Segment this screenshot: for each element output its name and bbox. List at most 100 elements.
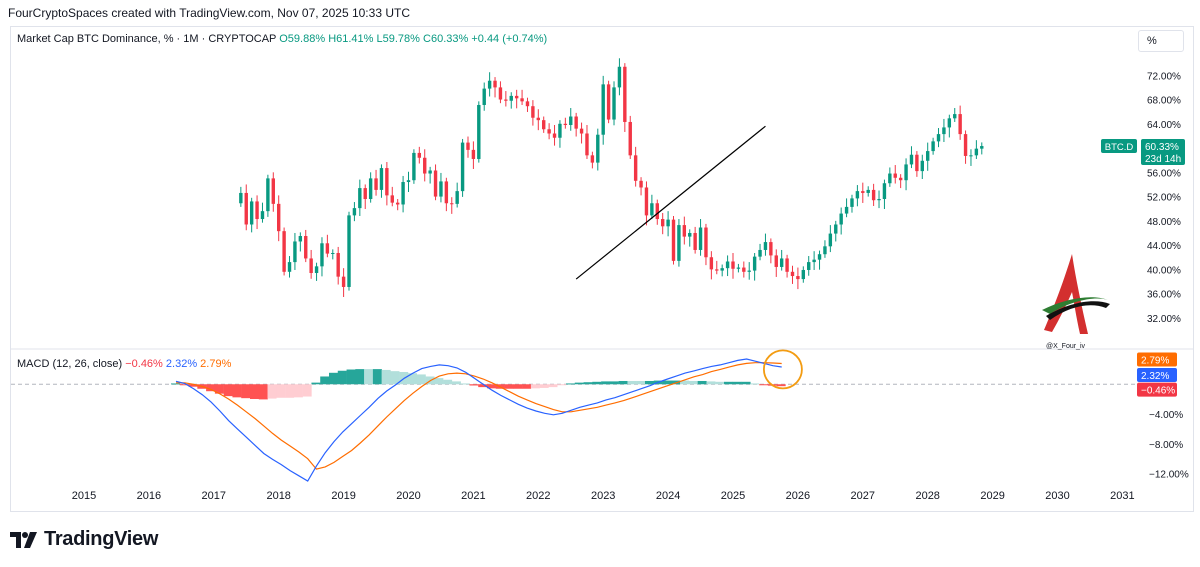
macd-histogram-bar: [451, 381, 461, 385]
candle-body: [715, 269, 719, 271]
candle-body: [660, 219, 665, 227]
macd-histogram-bar: [609, 381, 619, 385]
candle-body: [752, 256, 757, 271]
macd-histogram-bar: [293, 384, 303, 398]
candle-body: [650, 203, 654, 216]
macd-histogram-bar: [302, 384, 312, 397]
macd-histogram-bar: [539, 384, 549, 388]
candle-body: [569, 116, 573, 126]
macd-histogram-bar: [548, 384, 558, 388]
macd-axis-tick: −4.00%: [1149, 410, 1183, 421]
macd-histogram-bar: [434, 378, 444, 385]
candle-body: [844, 206, 849, 214]
candle-body: [271, 178, 275, 204]
candle-body: [774, 255, 778, 267]
price-axis-tick: 64.00%: [1147, 120, 1181, 131]
candle-body: [395, 202, 400, 205]
date-axis-tick: 2016: [137, 490, 161, 502]
macd-histogram-bar: [706, 381, 716, 385]
candle-body: [698, 227, 703, 250]
candle-body: [466, 142, 470, 150]
candle-body: [931, 141, 935, 152]
candle-body: [969, 155, 973, 157]
candle-body: [877, 199, 881, 201]
candle-body: [514, 95, 519, 99]
watermark-a-shape: [1044, 254, 1088, 334]
macd-histogram-bar: [627, 380, 637, 385]
date-axis-tick: 2023: [591, 490, 615, 502]
candle-body: [796, 276, 800, 280]
macd-legend-name[interactable]: MACD (12, 26, close): [17, 358, 123, 370]
unit-button[interactable]: %: [1138, 30, 1184, 52]
candle-body: [904, 164, 908, 181]
tradingview-brand: TradingView: [44, 528, 159, 550]
candle-body: [888, 173, 892, 184]
chart-canvas[interactable]: 72.00%68.00%64.00%60.00%56.00%52.00%48.0…: [11, 27, 1193, 511]
candle-body: [747, 270, 751, 272]
price-axis-tick: 40.00%: [1147, 265, 1181, 276]
watermark-swoosh-dark: [1046, 301, 1110, 320]
price-axis-tick: 52.00%: [1147, 193, 1181, 204]
date-axis-tick: 2024: [656, 490, 680, 502]
candle-body: [839, 213, 843, 225]
candle-body: [406, 180, 411, 183]
candle-body: [909, 154, 914, 165]
candle-body: [347, 215, 351, 287]
candle-body: [731, 261, 735, 269]
watermark-swoosh: [1042, 297, 1108, 314]
macd-histogram-bar: [311, 382, 321, 385]
candle-body: [287, 262, 292, 272]
candle-body: [325, 243, 330, 254]
candle-body: [558, 123, 562, 138]
tradingview-logo[interactable]: TradingView: [10, 528, 158, 551]
macd-histogram-bar: [513, 384, 523, 389]
candle-body: [314, 266, 319, 274]
candle-body: [812, 259, 816, 263]
candle-body: [401, 182, 405, 205]
candle-body: [412, 152, 416, 181]
candle-body: [536, 117, 540, 121]
candle-body: [482, 88, 486, 105]
macd-histogram-bar: [250, 384, 260, 399]
candle-body: [866, 189, 870, 193]
macd-histogram-bar: [223, 384, 233, 397]
date-axis-tick: 2020: [396, 490, 420, 502]
candle-body: [331, 252, 335, 254]
candle-body: [498, 87, 503, 100]
candle-body: [628, 121, 632, 156]
candle-body: [688, 232, 692, 237]
macd-histogram-bar: [645, 380, 655, 385]
candle-body: [736, 267, 741, 269]
macd-histogram-bar: [583, 382, 593, 385]
candle-body: [477, 104, 481, 159]
chart-frame[interactable]: 72.00%68.00%64.00%60.00%56.00%52.00%48.0…: [10, 26, 1194, 512]
candle-body: [336, 252, 340, 277]
macd-histogram-bar: [416, 374, 426, 385]
candle-body: [633, 155, 638, 181]
candle-body: [655, 203, 659, 220]
candle-body: [682, 225, 687, 237]
date-axis-tick: 2028: [915, 490, 939, 502]
candle-body: [320, 243, 324, 267]
macd-histogram-bar: [601, 381, 611, 385]
candle-body: [769, 242, 773, 256]
candle-body: [493, 80, 497, 88]
candle-body: [363, 188, 367, 200]
candle-body: [547, 129, 551, 134]
legend-close: C60.33%: [423, 33, 469, 45]
candles-group: [239, 58, 984, 297]
candle-body: [255, 201, 259, 220]
date-axis-tick: 2029: [980, 490, 1004, 502]
candle-body: [455, 191, 459, 204]
candle-body: [487, 80, 492, 89]
candle-body: [958, 114, 962, 135]
candle-body: [644, 187, 649, 216]
candle-body: [850, 198, 854, 207]
legend-symbol[interactable]: Market Cap BTC Dominance, % · 1M · CRYPT…: [17, 33, 277, 45]
price-axis-tick: 68.00%: [1147, 96, 1181, 107]
candle-body: [341, 276, 346, 287]
candle-body: [352, 208, 357, 216]
macd-legend-signal: 2.79%: [200, 358, 232, 370]
candle-body: [882, 183, 887, 200]
candle-body: [779, 258, 784, 267]
